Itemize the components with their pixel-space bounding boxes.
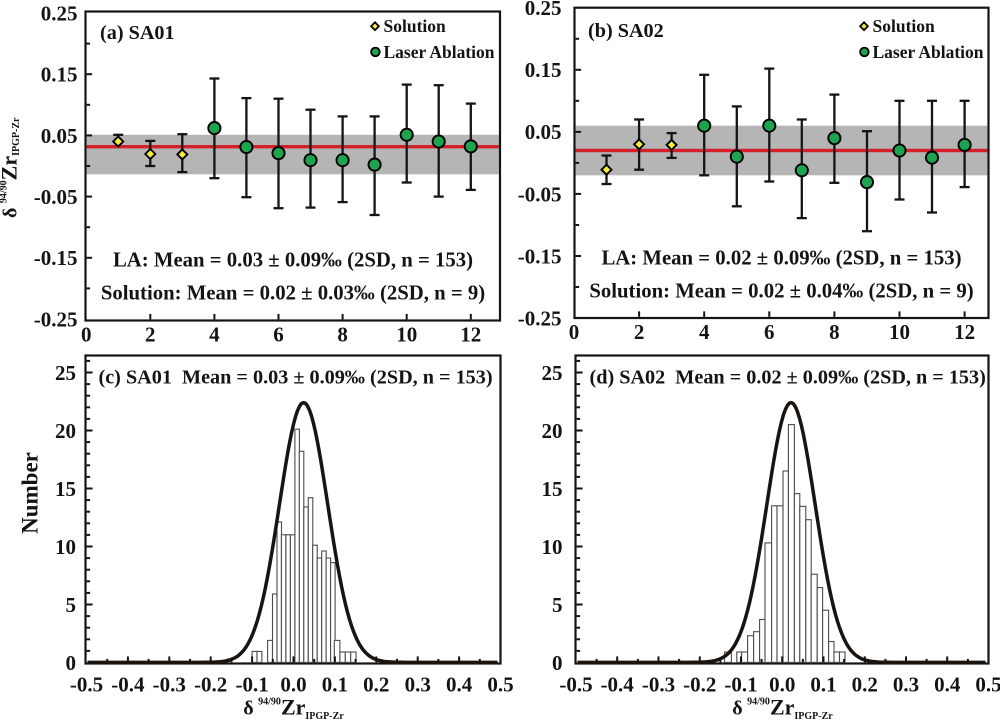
svg-text:δ94/90ZrIPGP-Zr: δ94/90ZrIPGP-Zr [0, 117, 22, 218]
svg-text:Laser Ablation: Laser Ablation [384, 42, 495, 62]
svg-text:0.4: 0.4 [446, 673, 473, 697]
svg-text:0.5: 0.5 [975, 673, 1000, 697]
svg-text:-0.3: -0.3 [642, 673, 675, 697]
svg-text:0.1: 0.1 [322, 673, 348, 697]
svg-text:0.3: 0.3 [893, 673, 919, 697]
svg-text:-0.4: -0.4 [111, 673, 145, 697]
svg-text:0.05: 0.05 [525, 120, 562, 144]
svg-text:-0.2: -0.2 [194, 673, 227, 697]
svg-text:LA: Mean = 0.02 ± 0.09‰ (2SD,: LA: Mean = 0.02 ± 0.09‰ (2SD, n = 153) [601, 248, 961, 270]
svg-text:0.05: 0.05 [41, 124, 78, 148]
svg-text:0.1: 0.1 [810, 673, 836, 697]
svg-text:12: 12 [954, 320, 975, 344]
svg-text:2: 2 [634, 320, 645, 344]
svg-text:10: 10 [396, 323, 417, 347]
svg-text:-0.05: -0.05 [518, 182, 562, 206]
svg-text:10: 10 [55, 535, 76, 559]
svg-text:-0.05: -0.05 [34, 185, 78, 209]
svg-text:(c) SA01 Mean = 0.03 ± 0.09‰: (c) SA01 Mean = 0.03 ± 0.09‰ (2SD, n = 1… [99, 367, 493, 389]
svg-text:Solution: Mean = 0.02 ± 0.03‰: Solution: Mean = 0.02 ± 0.03‰ (2SD, n = … [101, 283, 485, 305]
svg-text:(b) SA02: (b) SA02 [588, 20, 664, 42]
svg-text:-0.1: -0.1 [235, 673, 268, 697]
svg-text:2: 2 [145, 323, 156, 347]
svg-text:5: 5 [552, 593, 563, 617]
svg-text:0.2: 0.2 [852, 673, 878, 697]
svg-text:15: 15 [542, 477, 563, 501]
svg-text:5: 5 [66, 593, 77, 617]
svg-text:0.0: 0.0 [280, 673, 306, 697]
svg-text:-0.15: -0.15 [34, 246, 78, 270]
svg-text:10: 10 [889, 320, 910, 344]
svg-text:LA: Mean = 0.03 ± 0.09‰ (2SD,: LA: Mean = 0.03 ± 0.09‰ (2SD, n = 153) [113, 250, 473, 272]
svg-text:0.15: 0.15 [41, 63, 78, 87]
svg-text:25: 25 [542, 361, 563, 385]
svg-text:25: 25 [55, 361, 76, 385]
svg-text:0: 0 [552, 651, 563, 675]
svg-text:20: 20 [542, 419, 563, 443]
svg-text:12: 12 [460, 323, 481, 347]
svg-text:-0.5: -0.5 [559, 673, 592, 697]
svg-text:0: 0 [81, 323, 92, 347]
svg-text:0.25: 0.25 [41, 1, 78, 25]
svg-text:10: 10 [542, 535, 563, 559]
svg-text:0.25: 0.25 [525, 0, 562, 20]
svg-text:-0.2: -0.2 [683, 673, 716, 697]
svg-text:-0.5: -0.5 [70, 673, 103, 697]
svg-text:(d) SA02 Mean = 0.02 ± 0.09‰: (d) SA02 Mean = 0.02 ± 0.09‰ (2SD, n = 1… [590, 367, 986, 389]
svg-text:20: 20 [55, 419, 76, 443]
svg-text:0.4: 0.4 [934, 673, 961, 697]
svg-text:δ94/90ZrIPGP-Zr: δ94/90ZrIPGP-Zr [243, 695, 344, 721]
svg-text:0: 0 [66, 651, 77, 675]
svg-text:-0.25: -0.25 [34, 307, 78, 331]
svg-text:0.3: 0.3 [405, 673, 431, 697]
svg-text:Number: Number [18, 452, 43, 534]
svg-text:Solution: Solution [873, 16, 936, 36]
svg-text:15: 15 [55, 477, 76, 501]
svg-text:-0.4: -0.4 [601, 673, 635, 697]
svg-text:Solution: Mean = 0.02 ± 0.04‰: Solution: Mean = 0.02 ± 0.04‰ (2SD, n = … [589, 281, 973, 303]
svg-text:8: 8 [337, 323, 348, 347]
svg-text:(a) SA01: (a) SA01 [100, 22, 175, 44]
svg-text:Solution: Solution [384, 16, 447, 36]
svg-text:8: 8 [829, 320, 840, 344]
svg-text:-0.3: -0.3 [153, 673, 186, 697]
svg-text:6: 6 [764, 320, 775, 344]
svg-text:-0.25: -0.25 [518, 306, 562, 330]
svg-text:0.0: 0.0 [769, 673, 795, 697]
svg-text:0.15: 0.15 [525, 58, 562, 82]
svg-text:0.5: 0.5 [487, 673, 513, 697]
svg-text:0: 0 [569, 320, 580, 344]
svg-text:δ94/90ZrIPGP-Zr: δ94/90ZrIPGP-Zr [732, 695, 833, 721]
svg-text:0.2: 0.2 [363, 673, 389, 697]
svg-text:-0.15: -0.15 [518, 244, 562, 268]
svg-text:4: 4 [209, 323, 220, 347]
svg-text:-0.1: -0.1 [724, 673, 757, 697]
svg-text:6: 6 [273, 323, 284, 347]
svg-text:4: 4 [699, 320, 710, 344]
svg-text:Laser Ablation: Laser Ablation [873, 42, 984, 62]
